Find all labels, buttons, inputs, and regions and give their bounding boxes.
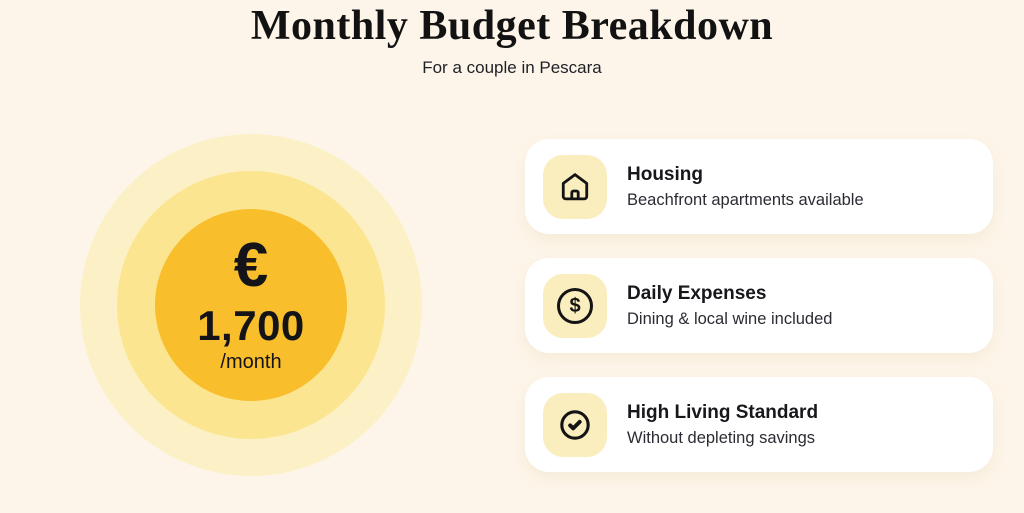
icon-box-daily-expenses: $ xyxy=(543,273,607,338)
icon-box-living-standard xyxy=(543,392,607,457)
card-title: High Living Standard xyxy=(627,401,819,423)
house-icon xyxy=(559,171,591,203)
card-description: Beachfront apartments available xyxy=(627,190,864,209)
page-subtitle: For a couple in Pescara xyxy=(422,58,602,77)
card-description: Without depleting savings xyxy=(627,428,816,447)
budget-period: /month xyxy=(220,351,282,373)
check-circle-icon xyxy=(558,408,592,442)
card-description: Dining & local wine included xyxy=(627,309,833,328)
page-title: Monthly Budget Breakdown xyxy=(250,3,774,49)
card-housing: Housing Beachfront apartments available xyxy=(525,139,993,234)
benefit-cards-list: Housing Beachfront apartments available … xyxy=(525,139,993,472)
card-title: Housing xyxy=(627,163,703,185)
card-text-living-standard: High Living Standard Without depleting s… xyxy=(627,400,818,450)
card-title: Daily Expenses xyxy=(627,282,767,304)
card-text-housing: Housing Beachfront apartments available xyxy=(627,162,864,212)
currency-symbol: € xyxy=(233,231,269,300)
card-living-standard: High Living Standard Without depleting s… xyxy=(525,377,993,472)
budget-amount: 1,700 xyxy=(197,302,305,349)
icon-box-housing xyxy=(543,154,607,219)
card-text-daily-expenses: Daily Expenses Dining & local wine inclu… xyxy=(627,281,832,331)
dollar-coin-icon: $ xyxy=(557,287,593,324)
card-daily-expenses: $ Daily Expenses Dining & local wine inc… xyxy=(525,258,993,353)
dollar-glyph: $ xyxy=(569,294,581,317)
budget-circle: € 1,700 /month xyxy=(155,209,347,401)
